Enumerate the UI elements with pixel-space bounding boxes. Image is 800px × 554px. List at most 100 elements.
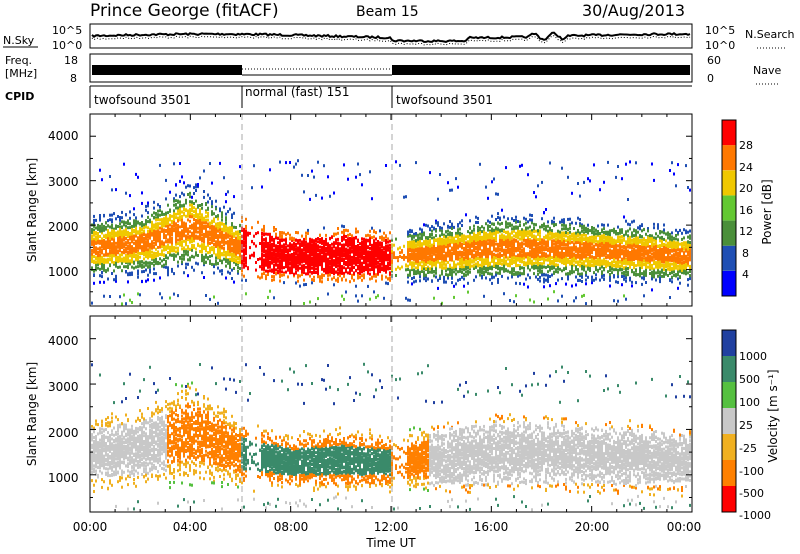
power-cell <box>149 218 151 222</box>
power-cell <box>157 215 159 219</box>
power-cell <box>229 248 231 252</box>
power-cell <box>233 211 235 215</box>
power-cell <box>397 256 399 259</box>
power-cell <box>333 259 335 263</box>
power-cell <box>95 241 97 245</box>
power-cell <box>155 235 157 239</box>
power-cell <box>327 259 329 263</box>
power-cell <box>357 162 359 166</box>
power-cell <box>153 225 155 229</box>
power-cell <box>195 212 197 216</box>
power-cell <box>215 245 217 248</box>
power-cell <box>271 257 273 261</box>
power-cell <box>141 263 143 267</box>
power-cell <box>309 267 311 271</box>
power-cell <box>235 247 237 250</box>
power-cell <box>265 277 267 281</box>
power-cell <box>109 249 111 253</box>
power-cell <box>141 279 143 283</box>
power-cell <box>309 197 311 201</box>
power-cell <box>111 223 113 227</box>
power-cell <box>127 241 129 245</box>
power-cell <box>353 272 355 275</box>
power-cell <box>401 250 403 254</box>
power-cell <box>197 243 199 247</box>
power-cell <box>119 254 121 258</box>
power-cell <box>207 238 209 242</box>
power-cell <box>121 250 123 254</box>
power-cell <box>155 230 157 234</box>
power-cell <box>161 259 163 263</box>
power-cell <box>405 296 407 300</box>
power-cell <box>307 272 309 276</box>
power-cell <box>177 216 179 220</box>
power-cell <box>323 251 325 255</box>
power-cell <box>205 234 207 238</box>
power-cell <box>233 242 235 245</box>
power-cell <box>127 222 129 225</box>
power-cell <box>321 239 323 243</box>
power-cell <box>437 242 439 246</box>
power-cell <box>423 261 425 265</box>
power-cell <box>215 253 217 257</box>
power-cell <box>129 194 131 198</box>
power-cell <box>117 232 119 236</box>
power-cell <box>323 164 325 168</box>
power-cell <box>313 247 315 251</box>
power-cell <box>143 233 145 236</box>
power-cell <box>365 238 367 242</box>
power-cell <box>155 257 157 261</box>
power-cell <box>157 209 159 213</box>
power-cell <box>141 248 143 252</box>
power-cell <box>167 270 169 274</box>
power-cell <box>119 239 121 243</box>
power-cell <box>131 265 133 269</box>
power-cell <box>317 248 319 252</box>
power-cell <box>379 236 381 240</box>
power-cell <box>149 261 151 265</box>
power-cell <box>171 243 173 247</box>
power-cell <box>131 229 133 233</box>
power-cell <box>273 242 275 246</box>
power-cell <box>237 230 239 234</box>
power-cell <box>175 246 177 250</box>
power-cell <box>203 221 205 225</box>
power-cell <box>101 264 103 268</box>
power-cell <box>393 256 395 259</box>
power-cell <box>375 279 377 283</box>
cpid-mode-2: normal (fast) 151 <box>245 85 349 99</box>
power-cell <box>301 266 303 270</box>
power-cell <box>361 237 363 241</box>
power-cell <box>239 230 241 233</box>
power-cell <box>147 226 149 230</box>
power-cell <box>111 226 113 230</box>
power-cell <box>277 259 279 263</box>
power-cell <box>125 248 127 252</box>
power-cell <box>181 233 183 237</box>
power-cell <box>95 226 97 230</box>
power-cell <box>187 250 189 254</box>
power-cell <box>121 269 123 273</box>
power-cell <box>215 222 217 226</box>
power-cell <box>125 242 127 246</box>
power-cell <box>125 230 127 234</box>
power-cell <box>183 249 185 253</box>
power-cell <box>219 234 221 238</box>
power-cell <box>161 219 163 223</box>
power-cell <box>339 256 341 260</box>
power-cell <box>319 256 321 260</box>
power-cell <box>107 277 109 281</box>
power-cell <box>365 257 367 261</box>
power-cell <box>315 271 317 274</box>
power-cell <box>407 258 409 262</box>
power-cell <box>109 213 111 217</box>
power-cell <box>269 269 271 273</box>
power-cell <box>335 259 337 263</box>
power-cell <box>333 191 335 195</box>
power-cell <box>329 273 331 277</box>
power-cell <box>269 235 271 239</box>
power-cell <box>369 246 371 250</box>
power-cell <box>289 261 291 265</box>
power-cell <box>369 297 371 301</box>
